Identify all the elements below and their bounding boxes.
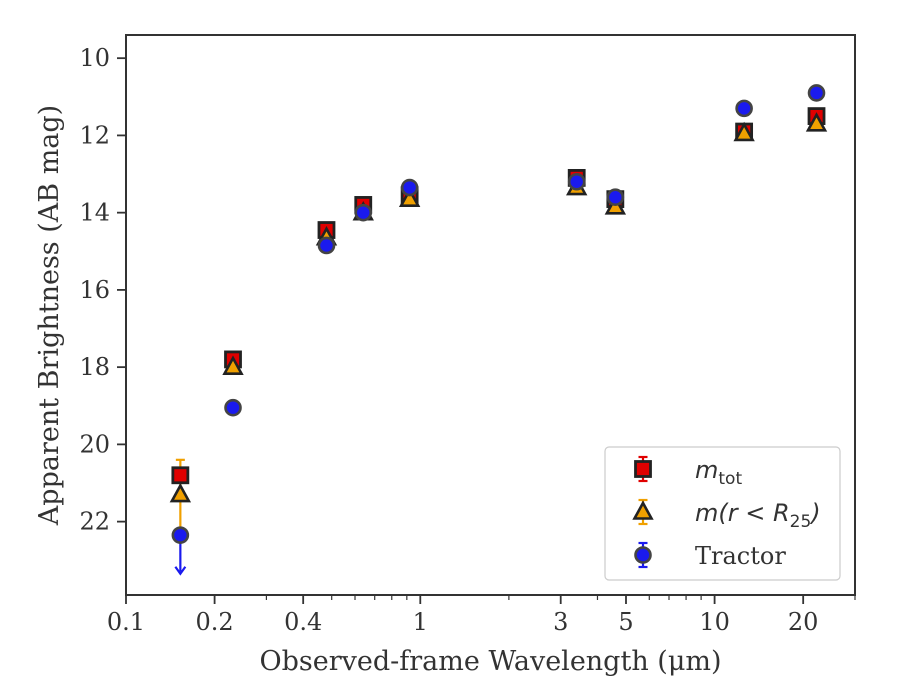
legend-box <box>604 446 841 581</box>
data-point-circle <box>606 188 625 207</box>
y-tick-label: 10 <box>79 44 110 72</box>
x-axis-label: Observed-frame Wavelength (μm) <box>259 646 721 677</box>
y-axis-label: Apparent Brightness (AB mag) <box>34 105 65 526</box>
data-point-circle <box>567 172 586 191</box>
data-point-circle <box>317 236 336 255</box>
data-point-circle <box>224 398 242 417</box>
y-tick-label: 14 <box>79 199 110 227</box>
plot-frame <box>125 34 856 596</box>
data-point-triangle <box>169 482 192 503</box>
data-point-circle <box>354 203 373 222</box>
legend-marker-circle <box>634 546 652 564</box>
x-tick-label: 20 <box>788 608 819 636</box>
x-tick-label: 0.4 <box>284 608 322 636</box>
y-tick-label: 20 <box>79 430 110 458</box>
x-tick-label: 1 <box>413 608 428 636</box>
legend-label: Tractor <box>695 542 786 570</box>
x-tick-label: 0.2 <box>196 608 234 636</box>
x-tick-label: 0.1 <box>107 608 145 636</box>
x-tick-label: 5 <box>618 608 633 636</box>
data-point-triangle <box>733 121 755 142</box>
y-tick-label: 16 <box>79 276 110 304</box>
axis-ticks: 0.1 0.2 0.4 1 3 5 10 20 10 12 14 16 18 20 22 <box>79 44 856 636</box>
y-tick-label: 22 <box>79 508 110 536</box>
legend-marker-triangle <box>632 500 654 520</box>
data-point-circle <box>807 84 826 102</box>
legend-marker-square <box>634 460 652 478</box>
x-tick-label: 10 <box>699 608 730 636</box>
y-tick-label: 12 <box>79 121 110 149</box>
data-point-circle <box>400 178 419 197</box>
data-point-circle <box>171 526 190 544</box>
x-tick-label: 3 <box>553 608 568 636</box>
legend: mtot m(r < R25) Tractor <box>604 446 841 581</box>
data-point-triangle <box>805 112 828 132</box>
legend-label: m(r < R25) <box>695 499 821 532</box>
legend-label: mtot <box>695 456 742 489</box>
data-point-triangle <box>398 187 421 207</box>
data-point-circle <box>735 99 753 118</box>
data-point-triangle <box>222 355 244 375</box>
data-point-square <box>171 466 190 485</box>
y-tick-label: 18 <box>79 353 110 381</box>
data-markers <box>169 84 828 544</box>
